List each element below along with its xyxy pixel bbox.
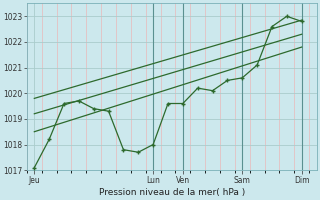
X-axis label: Pression niveau de la mer( hPa ): Pression niveau de la mer( hPa ) bbox=[99, 188, 245, 197]
